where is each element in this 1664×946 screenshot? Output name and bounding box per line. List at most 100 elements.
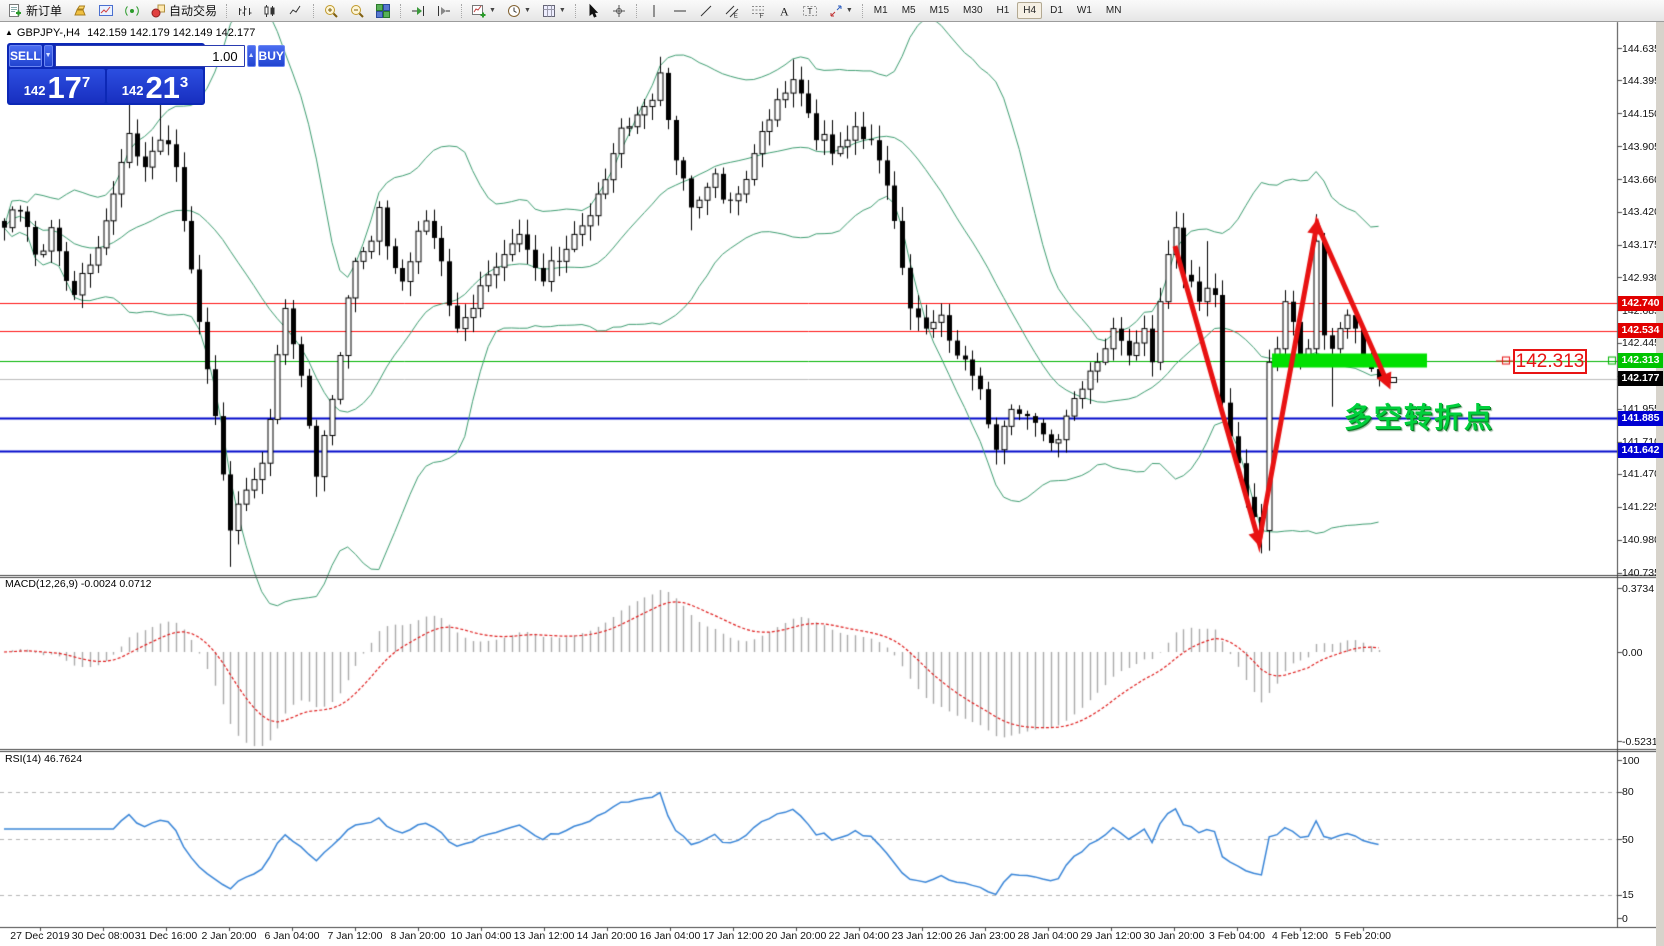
- zoom-in-button[interactable]: [319, 0, 343, 22]
- vertical-line-button[interactable]: [642, 0, 666, 22]
- dropdown-caret-icon[interactable]: ▼: [489, 7, 496, 14]
- zoom-out-icon: [349, 3, 365, 19]
- signals-button[interactable]: [120, 0, 144, 22]
- crosshair-icon: [611, 3, 627, 19]
- svg-text:A: A: [780, 4, 789, 18]
- tile-windows-button[interactable]: [371, 0, 395, 22]
- price-level-annotation-box[interactable]: 142.313: [1513, 349, 1587, 374]
- price-tick-label: 143.660: [1622, 173, 1660, 186]
- macd-tick-label: 0.00: [1622, 646, 1643, 659]
- rsi-label: RSI(14) 46.7624: [5, 753, 83, 765]
- time-label: 30 Dec 08:00: [71, 930, 135, 942]
- auto-trading-label: 自动交易: [169, 4, 218, 18]
- sell-price-sup: 7: [81, 74, 91, 91]
- arrows-button[interactable]: ▼: [824, 0, 857, 22]
- price-tag-142.534: 142.534: [1618, 323, 1663, 339]
- new-chart-button[interactable]: ▼: [467, 0, 500, 22]
- channel-icon: E: [724, 3, 740, 19]
- zoom-out-button[interactable]: [345, 0, 369, 22]
- timeframe-MN[interactable]: MN: [1105, 5, 1122, 16]
- time-label: 26 Jan 23:00: [954, 930, 1016, 942]
- gold-icon: [72, 3, 88, 19]
- toolbar-separator: [461, 3, 463, 18]
- rsi-tick-label: 80: [1622, 786, 1634, 799]
- crosshair-button[interactable]: [607, 0, 631, 22]
- timeframe-M15[interactable]: M15: [929, 5, 950, 16]
- vline-icon: [646, 3, 662, 19]
- macd-tick-label: 0.3734: [1622, 582, 1655, 595]
- price-tick-label: 140.735: [1622, 567, 1660, 580]
- timeframe-H4[interactable]: H4: [1017, 2, 1043, 19]
- horizontal-line-button[interactable]: [668, 0, 692, 22]
- new-chart-icon: [471, 3, 487, 19]
- periods-button[interactable]: ▼: [502, 0, 535, 22]
- dropdown-caret-icon[interactable]: ▼: [523, 7, 531, 14]
- dropdown-caret-icon[interactable]: ▼: [845, 7, 853, 14]
- chart-gold-button[interactable]: [68, 0, 92, 22]
- text-label-button[interactable]: T: [798, 0, 822, 22]
- trendline-button[interactable]: [694, 0, 718, 22]
- symbol-title: ▲ GBPJPY-,H4 142.159 142.179 142.149 142.1…: [5, 27, 255, 39]
- price-tick-label: 141.225: [1622, 501, 1660, 514]
- dropdown-caret-icon[interactable]: ▼: [558, 7, 566, 14]
- macd-label: MACD(12,26,9) -0.0024 0.0712: [5, 578, 152, 590]
- auto-scroll-button[interactable]: [406, 0, 430, 22]
- market-watch-button[interactable]: [94, 0, 118, 22]
- price-tick-label: 144.150: [1622, 107, 1660, 120]
- chart-properties-button[interactable]: ▼: [537, 0, 570, 22]
- price-tag-141.885: 141.885: [1618, 410, 1663, 426]
- timeframe-M30[interactable]: M30: [963, 5, 983, 16]
- price-tick-label: 141.470: [1622, 468, 1660, 481]
- time-label: 20 Jan 20:00: [765, 930, 827, 942]
- text-button[interactable]: A: [772, 0, 796, 22]
- candles-icon: [262, 3, 278, 19]
- rsi-tick-label: 100: [1622, 754, 1640, 767]
- timeframe-H1[interactable]: H1: [996, 5, 1010, 16]
- chart-window-icon: [98, 3, 114, 19]
- price-tick-label: 144.395: [1622, 74, 1660, 87]
- price-tag-141.642: 141.642: [1618, 443, 1663, 459]
- time-label: 23 Jan 12:00: [891, 930, 953, 942]
- sell-price-panel[interactable]: 142 17 7: [9, 69, 105, 103]
- new-order-button[interactable]: 新订单: [3, 0, 66, 22]
- time-label: 7 Jan 12:00: [327, 930, 383, 942]
- buy-price-panel[interactable]: 142 21 3: [107, 69, 203, 103]
- time-label: 31 Dec 16:00: [134, 930, 198, 942]
- timeframe-M1[interactable]: M1: [873, 5, 888, 16]
- collapse-icon[interactable]: ▲: [5, 28, 13, 37]
- autotrade-icon: [150, 3, 166, 19]
- symbol-name: GBPJPY-,H4: [16, 27, 81, 39]
- time-label: 28 Jan 04:00: [1017, 930, 1079, 942]
- timeframe-M5[interactable]: M5: [901, 5, 916, 16]
- timeframe-D1[interactable]: D1: [1050, 5, 1063, 16]
- time-label: 30 Jan 20:00: [1143, 930, 1205, 942]
- volume-input[interactable]: [54, 45, 245, 67]
- price-tick-label: 143.420: [1622, 206, 1660, 219]
- hline-icon: [672, 3, 688, 19]
- sell-button[interactable]: SELL: [9, 45, 42, 67]
- equidistant-channel-button[interactable]: E: [720, 0, 744, 22]
- toolbar-separator: [635, 3, 637, 18]
- rsi-tick-label: 50: [1622, 833, 1634, 846]
- tile-windows-icon: [375, 3, 391, 19]
- window-edge: [1656, 22, 1664, 946]
- macd-tick-label: -0.5231: [1622, 735, 1658, 748]
- time-label: 6 Jan 04:00: [264, 930, 320, 942]
- line-chart-mode-button[interactable]: [284, 0, 308, 22]
- chart-shift-button[interactable]: [432, 0, 456, 22]
- timeframe-W1[interactable]: W1: [1076, 5, 1092, 16]
- buy-button[interactable]: BUY: [257, 45, 285, 67]
- volume-up-button[interactable]: ▲: [246, 45, 256, 67]
- bar-chart-mode-button[interactable]: [232, 0, 256, 22]
- cursor-button[interactable]: [581, 0, 605, 22]
- time-label: 5 Feb 20:00: [1334, 930, 1392, 942]
- chart-shift-icon: [436, 3, 452, 19]
- candlestick-mode-button[interactable]: [258, 0, 282, 22]
- pivot-text-annotation[interactable]: 多空转折点: [1344, 402, 1495, 433]
- auto-trading-button[interactable]: 自动交易: [146, 0, 221, 22]
- fibonacci-button[interactable]: F: [746, 0, 770, 22]
- toolbar-separator: [400, 3, 402, 18]
- price-tag-142.313: 142.313: [1618, 353, 1663, 369]
- volume-down-button[interactable]: ▼: [43, 45, 53, 67]
